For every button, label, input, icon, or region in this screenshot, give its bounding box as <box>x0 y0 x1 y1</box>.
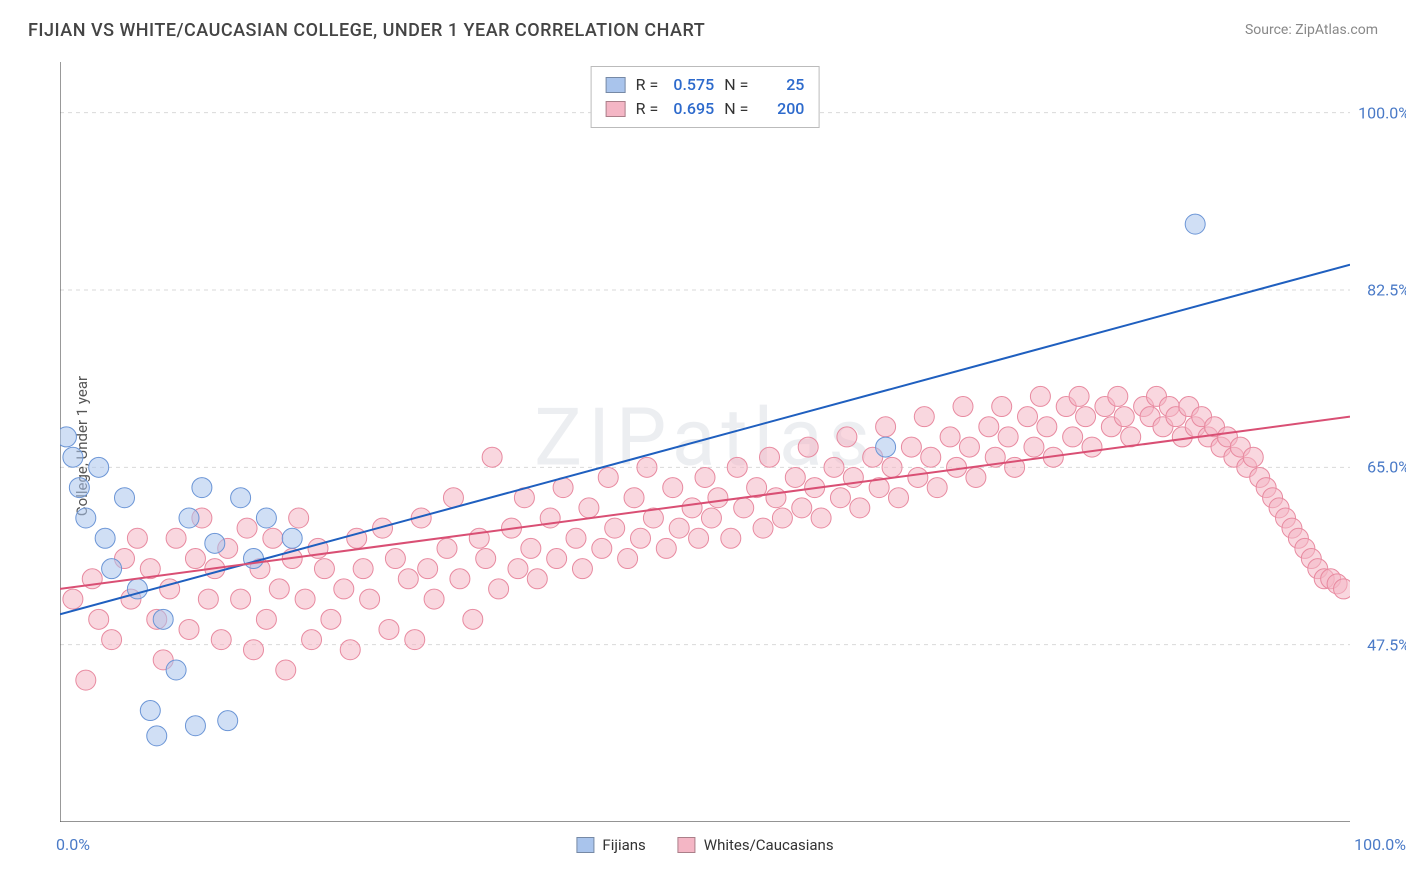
correlation-legend: R = 0.575 N = 25 R = 0.695 N = 200 <box>591 66 820 128</box>
legend-label: Whites/Caucasians <box>704 836 834 854</box>
legend-n-label: N = <box>724 73 748 97</box>
legend-n-label: N = <box>724 97 748 121</box>
legend-r-label: R = <box>636 73 659 97</box>
chart-title: FIJIAN VS WHITE/CAUCASIAN COLLEGE, UNDER… <box>28 20 705 41</box>
legend-r-label: R = <box>636 97 659 121</box>
legend-row: R = 0.695 N = 200 <box>606 97 805 121</box>
source-label: Source: ZipAtlas.com <box>1245 22 1378 38</box>
scatter-plot <box>60 62 1350 822</box>
legend-label: Fijians <box>602 836 645 854</box>
x-tick-max: 100.0% <box>1354 835 1406 854</box>
legend-row: R = 0.575 N = 25 <box>606 73 805 97</box>
x-tick-min: 0.0% <box>56 835 90 854</box>
legend-n-value-whites: 200 <box>758 97 804 121</box>
legend-swatch-icon <box>678 837 696 853</box>
y-tick-label: 100.0% <box>1355 103 1406 122</box>
y-tick-label: 82.5% <box>1355 281 1406 300</box>
legend-swatch-icon <box>576 837 594 853</box>
legend-swatch-whites <box>606 101 626 117</box>
y-tick-label: 65.0% <box>1355 458 1406 477</box>
legend-r-value-fijians: 0.575 <box>668 73 714 97</box>
legend-r-value-whites: 0.695 <box>668 97 714 121</box>
chart-area: ZIPatlas R = 0.575 N = 25 R = 0.695 N = … <box>60 62 1350 822</box>
legend-n-value-fijians: 25 <box>758 73 804 97</box>
legend-item-fijians: Fijians <box>576 836 645 854</box>
series-legend: Fijians Whites/Caucasians <box>576 836 833 854</box>
legend-item-whites: Whites/Caucasians <box>678 836 834 854</box>
legend-swatch-fijians <box>606 77 626 93</box>
y-tick-label: 47.5% <box>1355 635 1406 654</box>
